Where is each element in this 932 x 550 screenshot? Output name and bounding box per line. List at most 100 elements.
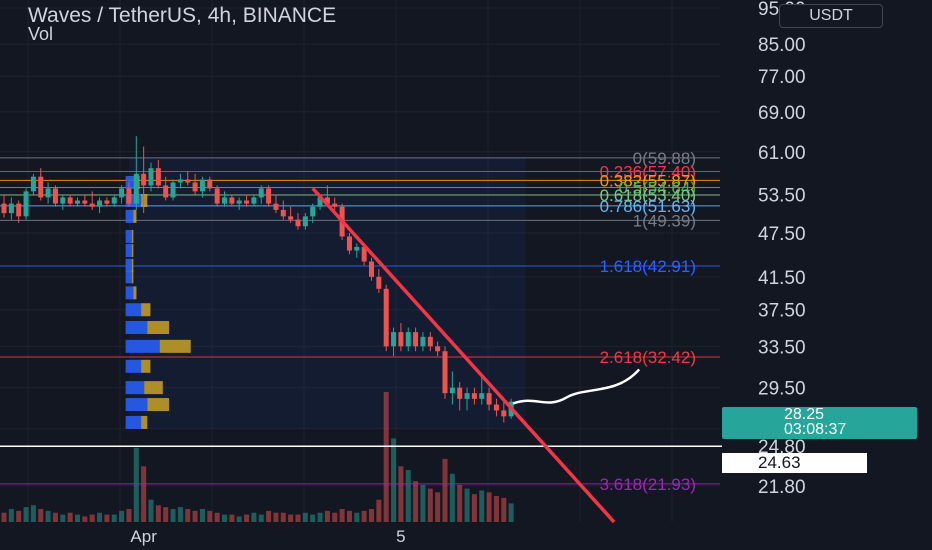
volume-bar <box>38 509 44 522</box>
volume-profile-up-row <box>125 175 135 189</box>
candle-body <box>435 346 441 352</box>
candle-body <box>1 203 7 214</box>
candle-body <box>192 182 198 192</box>
volume-profile-up-row <box>125 286 134 300</box>
volume-profile-up-row <box>125 258 132 272</box>
candle-body <box>288 216 294 220</box>
candle-body <box>148 168 154 186</box>
volume-profile-up-row <box>125 303 142 317</box>
candle-body <box>244 200 250 204</box>
volume-profile-down-row <box>141 359 151 373</box>
candle-body <box>346 236 352 251</box>
candle-body <box>60 197 66 204</box>
volume-bar <box>111 514 117 522</box>
candle-body <box>273 203 279 210</box>
volume-bar <box>119 510 125 522</box>
volume-bar <box>501 497 507 522</box>
volume-bar <box>170 509 176 522</box>
candle-body <box>82 200 88 204</box>
horizontal-line-price-label: 24.63 <box>722 453 867 473</box>
volume-profile-up-row <box>125 398 148 412</box>
candle-body <box>302 216 308 227</box>
volume-bar <box>60 514 66 522</box>
candle-body <box>369 261 374 277</box>
candle-body <box>317 197 323 207</box>
candle-body <box>104 200 110 204</box>
candle-body <box>464 393 470 399</box>
volume-bar <box>288 514 294 522</box>
x-axis-tick-label: 5 <box>396 527 405 546</box>
candle-body <box>251 197 257 204</box>
volume-profile-down-row <box>141 303 151 317</box>
candle-body <box>185 179 191 183</box>
volume-bar <box>89 514 95 522</box>
volume-bar <box>244 514 250 522</box>
candle-body <box>354 246 360 251</box>
currency-button[interactable]: USDT <box>779 4 883 28</box>
fib-level-label: 0.382(55.87) <box>600 171 696 190</box>
volume-bar <box>457 484 463 522</box>
fib-level-label: 0.618(53.40) <box>600 186 696 205</box>
volume-bar <box>30 505 36 522</box>
volume-bar <box>420 484 426 522</box>
candle-body <box>383 288 389 347</box>
volume-bar <box>508 503 514 522</box>
volume-profile-up-row <box>125 381 145 395</box>
volume-bar <box>324 510 330 522</box>
volume-legend: Vol <box>28 24 54 44</box>
candle-body <box>111 197 117 204</box>
fib-level-label: 0.5(54.64) <box>619 179 697 198</box>
y-axis-tick-label: 53.50 <box>758 185 806 206</box>
volume-bar <box>258 514 264 522</box>
volume-bar <box>471 494 477 522</box>
candle-body <box>486 393 492 405</box>
volume-bar <box>185 509 191 522</box>
volume-bar <box>346 510 352 522</box>
volume-bar <box>479 490 485 522</box>
y-axis-tick-label: 37.50 <box>758 301 806 322</box>
projection-drawing <box>512 368 641 405</box>
volume-bar <box>45 510 51 522</box>
volume-bar <box>192 510 198 522</box>
volume-bar <box>222 514 227 522</box>
candle-body <box>295 219 301 227</box>
volume-bar <box>1 512 7 522</box>
volume-bar <box>214 512 220 522</box>
volume-profile-down-row <box>131 270 134 284</box>
y-axis-tick-label: 85.00 <box>758 35 806 56</box>
candle-body <box>207 179 213 189</box>
candle-body <box>67 197 73 204</box>
volume-bar <box>23 507 29 522</box>
volume-bar <box>376 499 382 522</box>
volume-profile-down-row <box>131 258 134 272</box>
volume-bar <box>449 473 455 522</box>
volume-bar <box>16 510 22 522</box>
candle-body <box>420 336 426 347</box>
volume-profile-down-row <box>147 321 169 335</box>
candle-body <box>75 200 80 204</box>
candle-body <box>214 188 220 204</box>
candle-body <box>38 176 44 198</box>
candle-body <box>8 203 14 214</box>
volume-bar <box>273 512 279 522</box>
candle-body <box>229 197 235 204</box>
volume-bar <box>464 488 470 522</box>
volume-bar <box>75 514 80 522</box>
candle-body <box>457 387 463 399</box>
volume-bar <box>361 510 367 522</box>
last-price-label: 28.25 03:08:37 <box>722 407 917 439</box>
volume-bar <box>295 514 301 522</box>
y-axis-tick-label: 21.80 <box>758 477 806 498</box>
chart-title: Waves / TetherUS, 4h, BINANCE <box>28 4 337 27</box>
volume-bar <box>413 481 419 522</box>
volume-profile-down-row <box>131 244 134 258</box>
volume-bar <box>207 510 213 522</box>
candle-body <box>376 276 382 289</box>
volume-bar <box>354 512 360 522</box>
candle-body <box>413 332 419 347</box>
candle-body <box>280 209 286 217</box>
candle-body <box>133 173 139 204</box>
candle-body <box>163 185 169 198</box>
volume-profile-up-row <box>125 359 142 373</box>
